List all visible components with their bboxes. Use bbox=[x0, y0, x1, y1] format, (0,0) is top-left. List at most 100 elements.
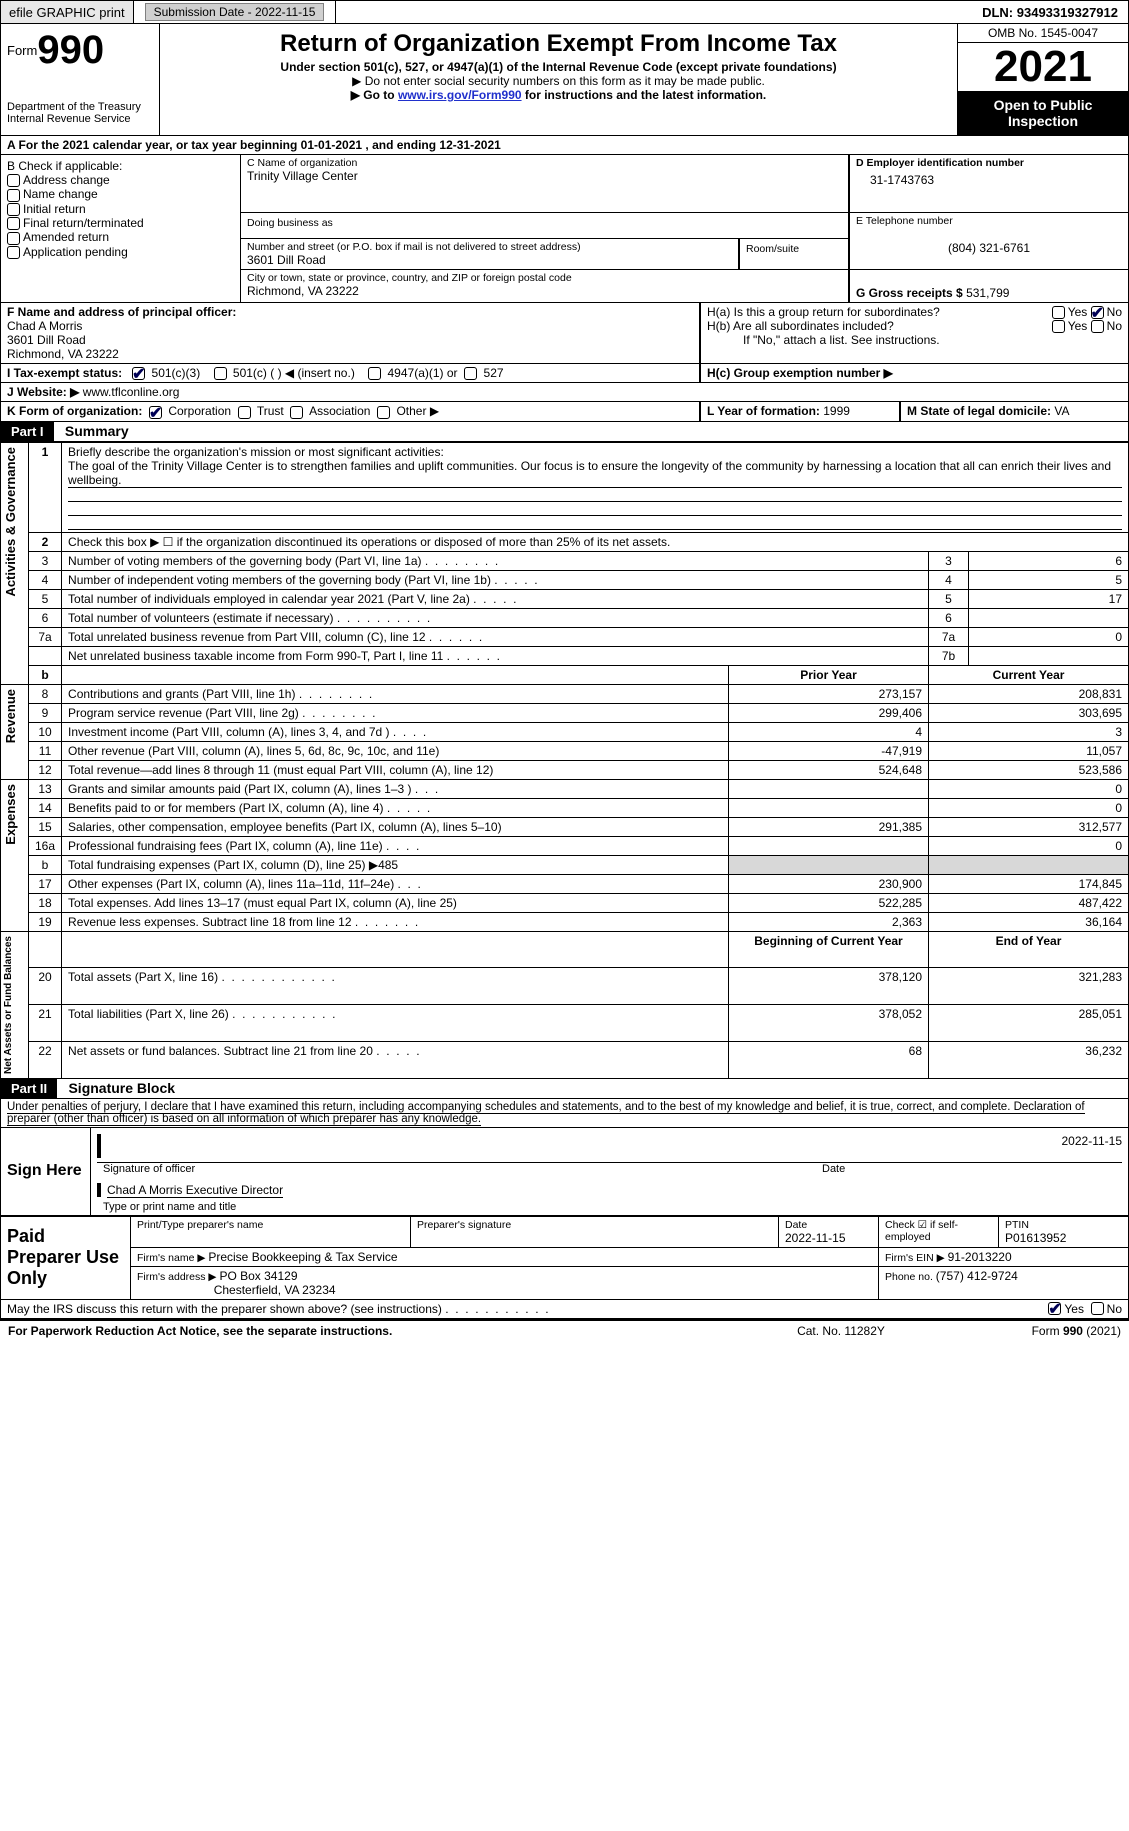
ep16b bbox=[729, 855, 929, 874]
ep16a bbox=[729, 836, 929, 855]
ptin: P01613952 bbox=[1005, 1231, 1122, 1245]
hb: H(b) Are all subordinates included? bbox=[707, 319, 1052, 333]
line2: Check this box ▶ ☐ if the organization d… bbox=[62, 532, 1129, 551]
en19: 19 bbox=[29, 912, 62, 931]
discuss-no[interactable] bbox=[1091, 1302, 1104, 1315]
b-opt-5[interactable]: Application pending bbox=[7, 245, 234, 259]
sub3-post: for instructions and the latest informat… bbox=[522, 88, 767, 102]
en18: 18 bbox=[29, 893, 62, 912]
hb-no[interactable] bbox=[1091, 320, 1104, 333]
website: www.tflconline.org bbox=[83, 385, 180, 399]
sig-officer-l: Signature of officer bbox=[103, 1163, 822, 1175]
e-label: E Telephone number bbox=[856, 215, 1122, 227]
g-cell: G Gross receipts $ 531,799 bbox=[849, 270, 1129, 303]
b-opt-0[interactable]: Address change bbox=[7, 173, 234, 187]
b7a: 7a bbox=[929, 627, 969, 646]
addr-label: Number and street (or P.O. box if mail i… bbox=[247, 241, 732, 253]
f-label: F Name and address of principal officer: bbox=[7, 305, 236, 319]
ec17: 174,845 bbox=[929, 874, 1129, 893]
side-exp: Expenses bbox=[1, 779, 29, 931]
section-b: B Check if applicable: Address change Na… bbox=[0, 155, 240, 303]
rt8: Contributions and grants (Part VIII, lin… bbox=[62, 684, 729, 703]
form-num: 990 bbox=[37, 28, 104, 72]
prep-name-l: Print/Type preparer's name bbox=[137, 1219, 404, 1231]
part1-title: Summary bbox=[57, 423, 129, 439]
nn22: 22 bbox=[29, 1041, 62, 1078]
discuss-no-l: No bbox=[1107, 1302, 1122, 1316]
b6: 6 bbox=[929, 608, 969, 627]
firm-name-l: Firm's name ▶ bbox=[137, 1252, 208, 1264]
footer: For Paperwork Reduction Act Notice, see … bbox=[0, 1319, 1129, 1341]
submission-button[interactable]: Submission Date - 2022-11-15 bbox=[145, 3, 325, 21]
ha-yes[interactable] bbox=[1052, 306, 1065, 319]
discuss-row: May the IRS discuss this return with the… bbox=[0, 1300, 1129, 1319]
officer-addr1: 3601 Dill Road bbox=[7, 333, 86, 347]
k1: Corporation bbox=[168, 404, 231, 418]
firm-addr-l: Firm's address ▶ bbox=[137, 1271, 219, 1283]
city-label: City or town, state or province, country… bbox=[247, 272, 842, 284]
b5: 5 bbox=[929, 589, 969, 608]
form-990: Form990 bbox=[7, 28, 153, 73]
sub-date: 2022-11-15 bbox=[255, 5, 316, 19]
org-name: Trinity Village Center bbox=[247, 169, 842, 183]
hdr-right: OMB No. 1545-0047 2021 Open to Public In… bbox=[957, 24, 1129, 136]
prep-sig-l: Preparer's signature bbox=[417, 1219, 772, 1231]
hb-yes[interactable] bbox=[1052, 320, 1065, 333]
k-other[interactable] bbox=[377, 406, 390, 419]
b-opt-1[interactable]: Name change bbox=[7, 187, 234, 201]
en15: 15 bbox=[29, 817, 62, 836]
side-ag: Activities & Governance bbox=[1, 442, 29, 684]
sig-line-2: Chad A Morris Executive Director bbox=[97, 1183, 1122, 1197]
topbar: efile GRAPHIC print Submission Date - 20… bbox=[0, 0, 1129, 24]
discuss-text: May the IRS discuss this return with the… bbox=[7, 1302, 1048, 1316]
k-trust[interactable] bbox=[238, 406, 251, 419]
b5: Application pending bbox=[23, 245, 128, 259]
side-na: Net Assets or Fund Balances bbox=[1, 931, 29, 1078]
sig-line-1: 2022-11-15 bbox=[97, 1134, 1122, 1158]
officer-name: Chad A Morris bbox=[7, 319, 82, 333]
ha-yes-l: Yes bbox=[1068, 305, 1088, 319]
f-cell: F Name and address of principal officer:… bbox=[0, 303, 700, 364]
curr-hdr: Current Year bbox=[993, 668, 1065, 682]
side-rev-t: Revenue bbox=[1, 685, 20, 747]
discuss-yes[interactable] bbox=[1048, 1302, 1061, 1315]
b-opt-3[interactable]: Final return/terminated bbox=[7, 216, 234, 230]
g-label: G Gross receipts $ bbox=[856, 286, 966, 300]
n3: 3 bbox=[29, 551, 62, 570]
en14: 14 bbox=[29, 798, 62, 817]
j-cell: J Website: ▶ www.tflconline.org bbox=[0, 383, 1129, 402]
rc9: 303,695 bbox=[929, 703, 1129, 722]
ha-no[interactable] bbox=[1091, 306, 1104, 319]
part2-title: Signature Block bbox=[60, 1080, 175, 1096]
nc21: 285,051 bbox=[929, 1005, 1129, 1042]
dln: DLN: 93493319327912 bbox=[982, 5, 1128, 20]
i-501c3[interactable] bbox=[132, 367, 145, 380]
i-527[interactable] bbox=[464, 367, 477, 380]
i-501c[interactable] bbox=[214, 367, 227, 380]
firm-addr2: Chesterfield, VA 23234 bbox=[214, 1283, 336, 1297]
b-opt-2[interactable]: Initial return bbox=[7, 202, 234, 216]
k-assoc[interactable] bbox=[290, 406, 303, 419]
l-cell: L Year of formation: 1999 bbox=[700, 402, 900, 421]
m-label: M State of legal domicile: bbox=[907, 404, 1054, 418]
rc12: 523,586 bbox=[929, 760, 1129, 779]
rt11: Other revenue (Part VIII, column (A), li… bbox=[62, 741, 729, 760]
np21: 378,052 bbox=[729, 1005, 929, 1042]
rn12: 12 bbox=[29, 760, 62, 779]
rp12: 524,648 bbox=[729, 760, 929, 779]
side-rev: Revenue bbox=[1, 684, 29, 779]
t4: Number of independent voting members of … bbox=[62, 570, 929, 589]
c-label: C Name of organization bbox=[247, 157, 842, 169]
j-label: J Website: ▶ bbox=[7, 385, 79, 399]
k-corp[interactable] bbox=[149, 406, 162, 419]
irs-link[interactable]: www.irs.gov/Form990 bbox=[398, 88, 522, 102]
dba-cell: Doing business as bbox=[240, 213, 849, 239]
et18: Total expenses. Add lines 13–17 (must eq… bbox=[62, 893, 729, 912]
np20: 378,120 bbox=[729, 968, 929, 1005]
part2-hdr-row: Part II Signature Block bbox=[0, 1079, 1129, 1099]
b3: 3 bbox=[929, 551, 969, 570]
b-opt-4[interactable]: Amended return bbox=[7, 230, 234, 244]
ec19: 36,164 bbox=[929, 912, 1129, 931]
i-4947[interactable] bbox=[368, 367, 381, 380]
en16b: b bbox=[29, 855, 62, 874]
